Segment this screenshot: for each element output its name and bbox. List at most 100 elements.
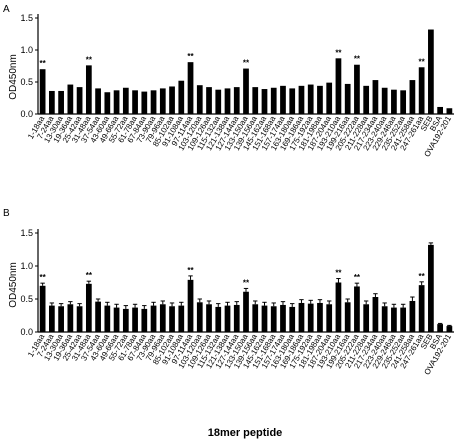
bar <box>132 90 138 114</box>
bar <box>76 306 83 332</box>
bar <box>354 286 360 332</box>
bar <box>317 302 323 332</box>
bar <box>372 297 379 332</box>
bar <box>196 302 203 332</box>
x-axis-title: 18mer peptide <box>208 427 283 439</box>
bar <box>159 88 166 114</box>
bar <box>372 80 379 114</box>
bar <box>58 90 64 114</box>
bar <box>289 306 296 332</box>
bar <box>243 291 249 332</box>
y-tick-label: 0.0 <box>20 327 33 337</box>
y-tick-label: 1.0 <box>20 261 33 271</box>
significance-marker: ** <box>187 266 194 275</box>
bar <box>104 305 111 332</box>
bar <box>344 83 351 114</box>
bar <box>298 85 305 114</box>
y-tick-label: 0.0 <box>20 109 33 119</box>
bar <box>437 324 443 332</box>
bar <box>335 58 342 114</box>
panel-b: 0.00.51.01.5**1-18aa7-24aa13-30aa19-36aa… <box>20 228 454 377</box>
bar <box>354 64 360 114</box>
bar <box>437 106 443 114</box>
bar <box>446 326 453 332</box>
significance-marker: ** <box>40 273 47 282</box>
bar <box>270 306 277 332</box>
bar <box>187 279 194 332</box>
significance-marker: ** <box>335 48 342 57</box>
bar <box>67 84 74 114</box>
bar <box>446 108 453 114</box>
bar <box>150 90 157 114</box>
panel-b-label: B <box>3 208 10 219</box>
bar <box>49 305 55 332</box>
bar <box>187 62 194 114</box>
bar <box>224 88 231 114</box>
significance-marker: ** <box>243 59 250 68</box>
significance-marker: ** <box>419 272 426 281</box>
y-tick-label: 1.5 <box>20 228 33 238</box>
bar <box>298 302 305 332</box>
bar <box>270 87 277 114</box>
bar <box>113 307 120 332</box>
panel-b-y-axis-title: OD450nm <box>8 262 19 308</box>
bar <box>104 92 111 114</box>
bar <box>409 80 416 114</box>
bar <box>215 89 222 114</box>
significance-marker: ** <box>86 55 93 64</box>
bar <box>326 304 333 332</box>
bar <box>344 302 351 332</box>
bar <box>206 87 212 114</box>
bar <box>243 68 249 114</box>
bar <box>85 283 92 332</box>
bar <box>122 308 129 332</box>
bar <box>95 301 101 332</box>
bar <box>280 85 286 114</box>
significance-marker: ** <box>40 59 47 68</box>
bar <box>289 88 296 114</box>
bar <box>141 308 148 332</box>
bar <box>224 305 231 332</box>
bar <box>418 67 425 114</box>
panel-a: 0.00.51.01.5**1-18aa7-24aa13-30aa19-36aa… <box>20 13 454 159</box>
bar <box>428 244 434 332</box>
bar <box>409 300 416 332</box>
bar <box>391 307 397 332</box>
significance-marker: ** <box>354 55 361 64</box>
bar <box>280 304 286 332</box>
bar <box>39 69 46 114</box>
significance-marker: ** <box>86 271 93 280</box>
bar <box>233 304 240 332</box>
panel-a-y-axis-title: OD450nm <box>8 54 19 100</box>
bar <box>233 87 240 114</box>
bar <box>132 307 138 332</box>
bar <box>317 85 323 114</box>
bar <box>141 91 148 114</box>
bar <box>159 304 166 332</box>
bar <box>326 82 333 114</box>
bar <box>196 85 203 114</box>
bar <box>400 307 407 332</box>
bar <box>381 87 388 114</box>
bar <box>335 282 342 332</box>
bar <box>391 89 397 114</box>
significance-marker: ** <box>354 273 361 282</box>
significance-marker: ** <box>419 57 426 66</box>
y-tick-label: 1.5 <box>20 13 33 23</box>
bar <box>178 305 185 332</box>
bar <box>307 84 314 114</box>
bar <box>169 86 175 114</box>
bar <box>428 29 434 114</box>
panel-a-label: A <box>3 4 10 15</box>
bar <box>150 305 157 332</box>
bar <box>95 88 101 114</box>
bar <box>261 89 268 114</box>
significance-marker: ** <box>187 52 194 61</box>
y-tick-label: 1.0 <box>20 45 33 55</box>
significance-marker: ** <box>335 269 342 278</box>
bar <box>67 304 74 332</box>
y-tick-label: 0.5 <box>20 77 33 87</box>
bar <box>49 90 55 114</box>
y-tick-label: 0.5 <box>20 294 33 304</box>
bar <box>252 87 259 114</box>
